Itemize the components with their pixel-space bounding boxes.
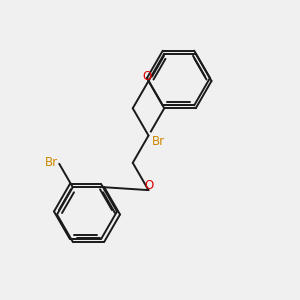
Text: Br: Br [152, 135, 165, 148]
Text: Br: Br [45, 156, 58, 169]
Text: O: O [143, 70, 152, 83]
Text: O: O [145, 179, 154, 192]
